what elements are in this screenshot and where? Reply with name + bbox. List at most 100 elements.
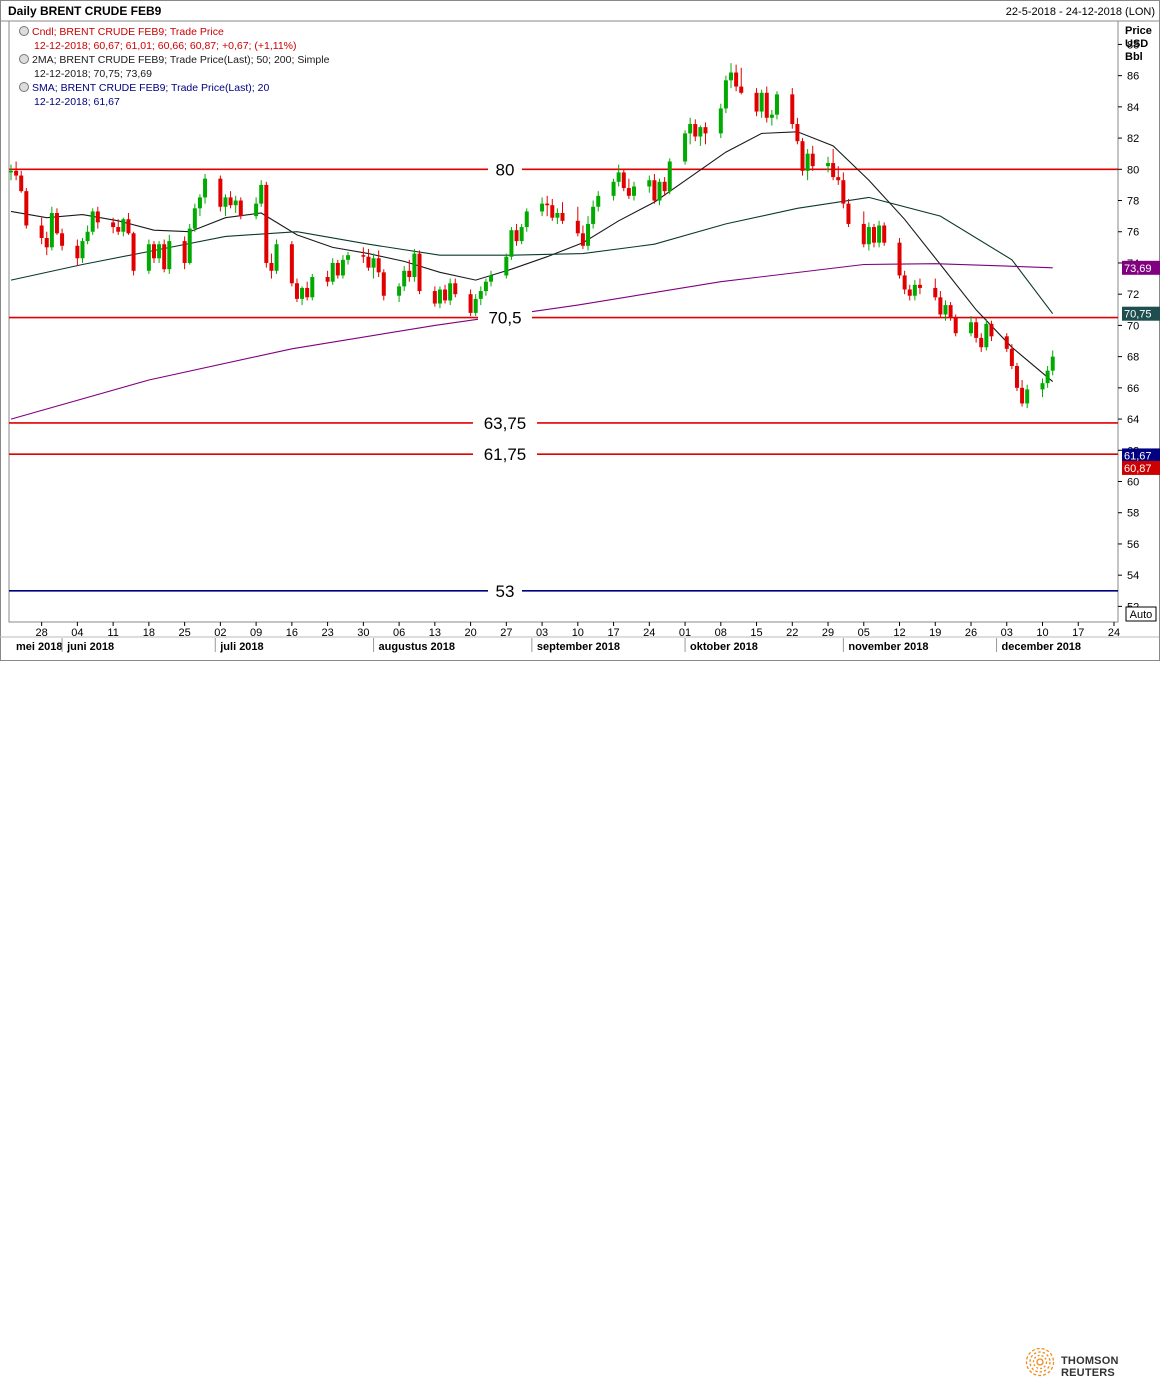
candle-body — [376, 258, 381, 273]
candle-body — [1040, 383, 1045, 390]
x-tick-label: 03 — [1001, 627, 1013, 639]
candle-body — [468, 294, 473, 313]
candle-body — [24, 191, 29, 226]
legend-line-1: 2MA; BRENT CRUDE FEB9; Trade Price(Last)… — [32, 54, 330, 66]
candle-body — [197, 197, 202, 209]
candle-body — [397, 286, 402, 296]
candle-body — [238, 200, 243, 217]
x-tick-label: 28 — [36, 627, 48, 639]
x-tick-label: 02 — [214, 627, 226, 639]
x-tick-label: 12 — [893, 627, 905, 639]
month-label: september 2018 — [537, 641, 620, 653]
auto-scale-button[interactable] — [1125, 606, 1157, 622]
candle-body — [167, 241, 172, 270]
y-tick-label: 60 — [1127, 477, 1139, 489]
candle-body — [652, 180, 657, 201]
y-tick-label: 68 — [1127, 352, 1139, 364]
candle-body — [111, 222, 116, 228]
chart-title: Daily BRENT CRUDE FEB9 — [8, 4, 162, 18]
y-axis-title-line: Price — [1125, 25, 1152, 37]
candle-body — [631, 186, 636, 196]
candle-body — [596, 195, 601, 207]
candle-body — [810, 153, 815, 167]
candle-body — [203, 178, 208, 198]
x-tick-label: 27 — [500, 627, 512, 639]
candle-body — [330, 262, 335, 282]
candle-body — [917, 284, 922, 288]
legend-collapse-icon[interactable] — [19, 54, 29, 64]
chart-svg: Daily BRENT CRUDE FEB9 22-5-2018 - 24-12-… — [0, 0, 1160, 661]
candle-body — [984, 323, 989, 348]
candle-body — [483, 281, 488, 292]
candle-body — [80, 241, 85, 259]
candle-body — [846, 203, 851, 224]
candle-body — [1004, 336, 1009, 349]
candle-body — [19, 175, 24, 192]
candle-body — [754, 92, 759, 112]
candle-body — [621, 172, 626, 189]
candle-body — [611, 181, 616, 196]
x-tick-label: 01 — [679, 627, 691, 639]
level-label: 53 — [496, 582, 515, 601]
legend-line-2: 12-12-2018; 60,67; 61,01; 60,66; 60,87; … — [34, 40, 297, 52]
candle-body — [44, 237, 49, 248]
price-badge — [1122, 306, 1160, 321]
level-label-bg — [473, 445, 537, 464]
candle-body — [131, 233, 136, 271]
thomson-reuters-logo-icon — [1025, 1347, 1055, 1377]
candle-body — [9, 170, 13, 173]
legend-collapse-icon[interactable] — [19, 26, 29, 36]
price-badge — [1122, 448, 1160, 463]
candle-body — [264, 184, 269, 263]
price-badge — [1122, 260, 1160, 275]
x-tick-label: 13 — [429, 627, 441, 639]
candle-body — [575, 220, 580, 234]
candle-body — [907, 289, 912, 296]
candle-body — [489, 275, 494, 282]
candle-body — [764, 92, 769, 118]
price-badge-label: 70,75 — [1124, 309, 1152, 321]
legend-line-1: Cndl; BRENT CRUDE FEB9; Trade Price — [32, 26, 224, 38]
candle-body — [953, 317, 958, 334]
candle-body — [54, 213, 59, 234]
x-tick-label: 17 — [607, 627, 619, 639]
y-axis-title-line: USD — [1125, 38, 1148, 50]
candle-body — [897, 242, 902, 276]
candle-body — [478, 291, 483, 299]
level-label-bg — [473, 413, 537, 432]
candle-body — [157, 244, 162, 259]
candle-body — [366, 256, 371, 268]
price-badge-label: 73,69 — [1124, 263, 1152, 275]
candle-body — [182, 241, 187, 263]
x-tick-label: 26 — [965, 627, 977, 639]
candle-body — [519, 227, 524, 242]
x-tick-label: 05 — [858, 627, 870, 639]
candle-body — [49, 213, 54, 248]
y-tick-label: 56 — [1127, 539, 1139, 551]
candle-body — [504, 256, 509, 276]
legend-collapse-icon[interactable] — [19, 82, 29, 92]
candle-body — [560, 213, 565, 221]
candle-body — [473, 298, 478, 313]
candle-body — [300, 287, 305, 299]
candle-body — [943, 305, 948, 315]
legend-entry: 2MA; BRENT CRUDE FEB9; Trade Price(Last)… — [19, 54, 330, 80]
x-tick-label: 30 — [357, 627, 369, 639]
candle-body — [146, 244, 151, 271]
candle-body — [667, 161, 672, 192]
candle-body — [739, 86, 744, 93]
candle-body — [877, 225, 882, 243]
candle-body — [866, 227, 871, 245]
candle-body — [305, 287, 310, 298]
auto-scale-label: Auto — [1130, 609, 1153, 621]
x-tick-label: 10 — [1036, 627, 1048, 639]
candle-body — [626, 188, 631, 196]
candle-body — [218, 178, 223, 207]
x-tick-label: 24 — [1108, 627, 1120, 639]
legend-entry: Cndl; BRENT CRUDE FEB9; Trade Price 12-12… — [19, 26, 297, 52]
candle-body — [453, 283, 458, 295]
level-label: 70,5 — [488, 309, 521, 328]
candle-body — [831, 163, 836, 178]
candle-body — [591, 206, 596, 224]
candle-body — [39, 225, 44, 238]
